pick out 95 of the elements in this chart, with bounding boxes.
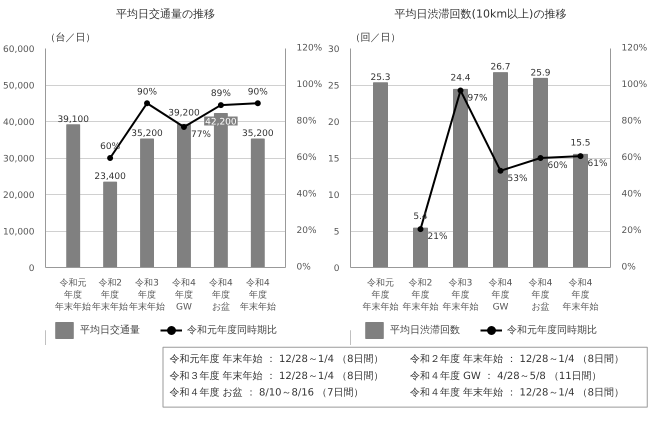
x-tick-label: 令和4年度GW	[488, 278, 513, 312]
bar	[66, 124, 80, 268]
y-tick-label: 10	[328, 191, 340, 201]
bar	[103, 182, 118, 268]
x-tick-label: 令和4年度GW	[172, 278, 196, 312]
y2-tick-label: 80%	[622, 116, 642, 126]
x-tick-label: 令和4年度年末年始	[240, 278, 276, 312]
data-label: 77%	[190, 130, 212, 140]
y2-tick-label: 120%	[622, 44, 648, 54]
x-tick-label: 令和2年度年末年始	[92, 278, 128, 312]
y-tick-label: 30,000	[3, 154, 35, 164]
y2-tick-label: 60%	[296, 153, 317, 163]
point	[254, 100, 261, 106]
y2-tick-label: 20%	[296, 226, 317, 236]
y-tick-label: 10,000	[3, 228, 35, 238]
y2-tick-label: 80%	[296, 116, 317, 126]
data-label: 35,200	[131, 129, 164, 140]
text: 令和３年度 年末年始 ： 12/28～1/4 （8日間）	[170, 370, 384, 382]
data-label: 53%	[508, 174, 528, 184]
point	[538, 155, 544, 161]
y-tick-label: 40,000	[3, 118, 35, 128]
data-label: 21%	[428, 232, 448, 242]
y-tick-label: 20,000	[3, 191, 35, 201]
data-label: 24.4	[450, 73, 471, 84]
x-tick-label: 令和元年度年末年始	[55, 278, 92, 312]
text: 令和４年度 お盆 ： 8/10～8/16 （7日間）	[170, 386, 364, 399]
y-axis-title: （回／日）	[350, 32, 400, 44]
point	[458, 87, 464, 94]
bar	[140, 138, 154, 268]
y2-tick-label: 0%	[296, 262, 312, 272]
x-tick-label: 令和4年度年末年始	[562, 278, 598, 312]
data-label: 25.9	[530, 68, 551, 78]
bar	[177, 124, 191, 268]
y-tick-label: 15	[328, 154, 340, 164]
text: 令和元年度 年末年始 ： 12/28～1/4 （8日間）	[170, 353, 384, 366]
text: 令和４年度 GW ： 4/28～5/8 （11日間）	[410, 370, 602, 382]
x-tick-label: 令和4年度お盆	[209, 278, 234, 312]
y-tick-label: 20	[328, 118, 340, 128]
bar	[413, 228, 428, 268]
point	[578, 153, 584, 160]
data-label: 60%	[548, 161, 568, 171]
bar	[453, 88, 468, 268]
x-tick-label: 令和3年度年末年始	[129, 278, 166, 312]
y-axis-title: （台／日）	[46, 32, 96, 44]
legend-label: 令和元年度同時期比	[187, 324, 277, 337]
point	[144, 100, 150, 106]
point	[180, 124, 187, 130]
y2-tick-label: 40%	[296, 190, 317, 200]
x-tick-label: 令和4年度お盆	[528, 278, 553, 312]
bar	[573, 154, 588, 268]
point	[218, 102, 224, 108]
data-label: 25.3	[370, 72, 391, 83]
bar	[373, 82, 388, 268]
y2-tick-label: 60%	[622, 153, 642, 163]
point	[498, 168, 504, 174]
y2-tick-label: 40%	[622, 190, 642, 200]
y-tick-label: 30	[328, 45, 340, 55]
legend-label: 平均日渋滞回数	[390, 324, 460, 337]
bar	[533, 78, 548, 268]
data-label: 61%	[588, 159, 608, 170]
y2-tick-label: 120%	[296, 44, 323, 54]
data-label: 90%	[248, 87, 268, 98]
data-label: 26.7	[490, 62, 511, 73]
data-label: 39,200	[168, 108, 200, 118]
data-label: 15.5	[570, 138, 591, 148]
x-tick-label: 令和2年度年末年始	[402, 278, 438, 312]
y-tick-label: 0	[28, 264, 35, 274]
y-tick-label: 60,000	[3, 45, 35, 55]
chart-title: 平均日渋滞回数(10km以上)の推移	[394, 8, 566, 20]
point	[107, 155, 114, 161]
text: 令和２年度 年末年始 ： 12/28～1/4 （8日間）	[410, 353, 624, 366]
data-label: 23,400	[94, 172, 126, 182]
x-tick-label: 令和元年度年末年始	[362, 278, 398, 312]
data-label: 97%	[468, 93, 488, 104]
y2-tick-label: 20%	[622, 226, 642, 236]
x-tick-label: 令和3年度年末年始	[442, 278, 478, 312]
data-label: 42,200	[205, 117, 237, 128]
y-tick-label: 5	[334, 228, 340, 238]
bar	[493, 72, 508, 268]
chart-title: 平均日交通量の推移	[116, 8, 215, 20]
data-label: 35,200	[242, 129, 274, 140]
data-label: 89%	[210, 89, 232, 100]
y-tick-label: 0	[334, 264, 340, 274]
bar	[250, 138, 265, 268]
data-label: 39,100	[57, 114, 90, 125]
legend-label: 令和元年度同時期比	[507, 324, 597, 337]
y2-tick-label: 0%	[622, 262, 636, 272]
legend-label: 平均日交通量	[80, 324, 140, 337]
text: 令和４年度 年末年始 ： 12/28～1/4 （8日間）	[410, 386, 624, 399]
data-label: 90%	[137, 87, 158, 98]
point	[418, 226, 424, 232]
y-tick-label: 25	[328, 82, 340, 92]
y2-tick-label: 100%	[296, 80, 323, 90]
y-tick-label: 50,000	[3, 82, 35, 92]
y2-tick-label: 100%	[622, 80, 648, 90]
